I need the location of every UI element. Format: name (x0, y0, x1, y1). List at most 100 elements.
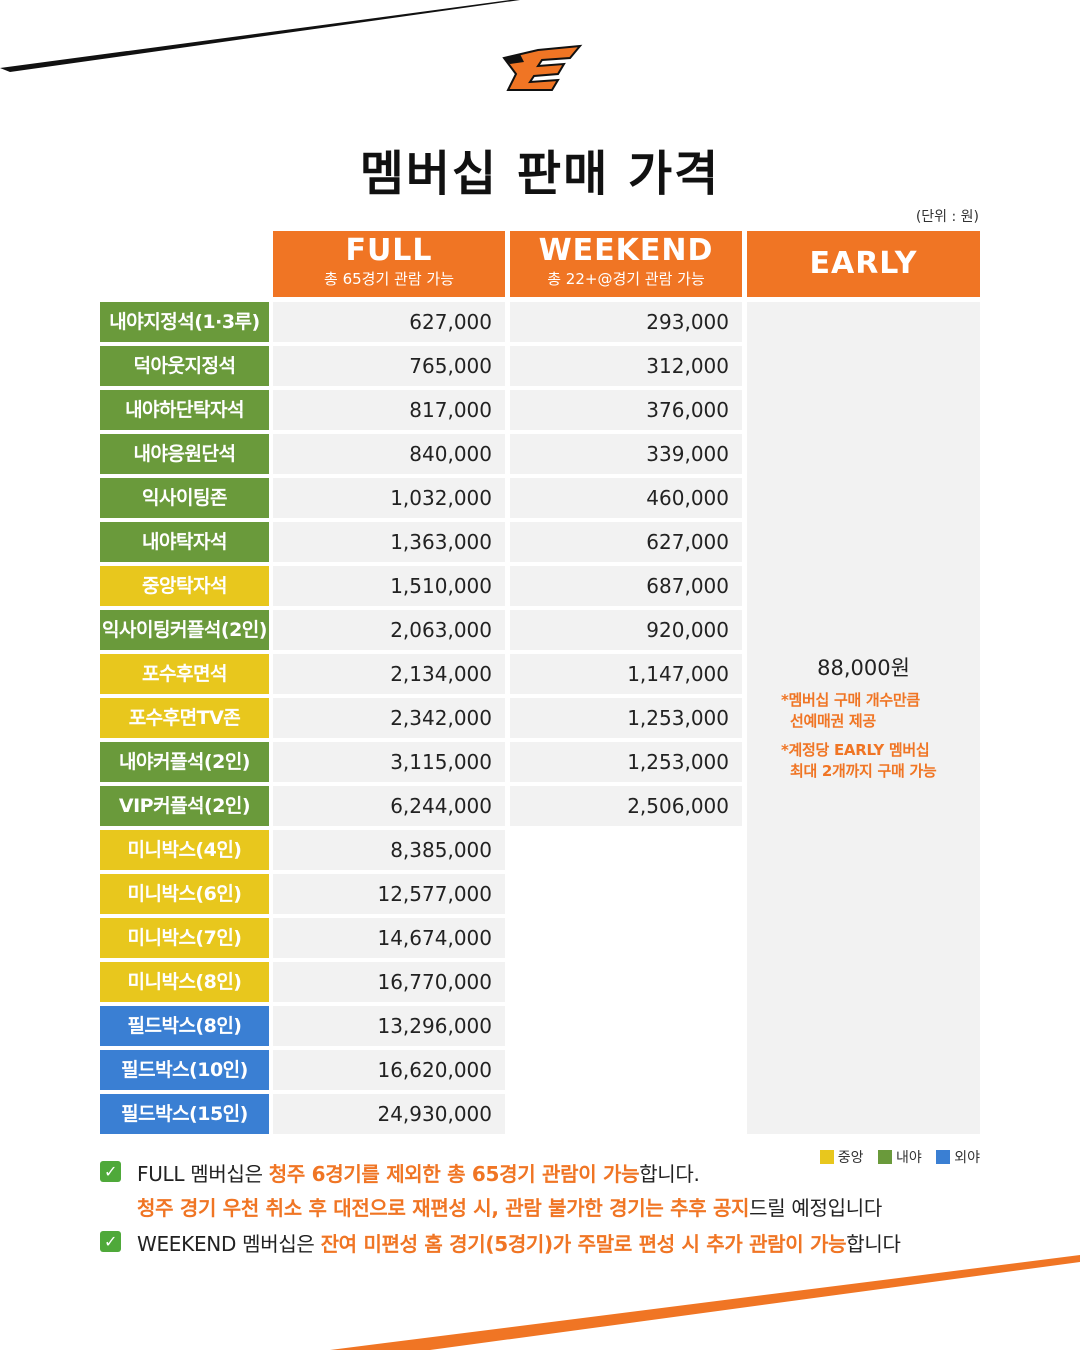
table-row: 내야지정석(1·3루) 627,000 293,000 (100, 302, 980, 342)
seat-label: 미니박스(8인) (100, 962, 269, 1002)
header-early: EARLY (747, 231, 980, 297)
note-full-highlight: 청주 6경기를 제외한 총 65경기 관람이 가능 (268, 1162, 640, 1186)
full-price: 8,385,000 (273, 830, 505, 870)
eagle-e-logo (502, 44, 583, 91)
table-row: VIP커플석(2인) 6,244,000 2,506,000 (100, 786, 980, 826)
note-full-sub-highlight: 청주 경기 우천 취소 후 대전으로 재편성 시, 관람 불가한 경기는 추후 … (137, 1196, 750, 1220)
weekend-price: 376,000 (510, 390, 742, 430)
full-price: 2,342,000 (273, 698, 505, 738)
full-price: 840,000 (273, 434, 505, 474)
weekend-price: 1,253,000 (510, 742, 742, 782)
note-weekend-highlight: 잔여 미편성 홈 경기(5경기)가 주말로 편성 시 추가 관람이 가능 (320, 1232, 847, 1256)
seat-label: VIP커플석(2인) (100, 786, 269, 826)
early-price: 88,000원 (817, 656, 910, 680)
price-table: 내야지정석(1·3루) 627,000 293,000 덕아웃지정석 765,000 31… (100, 302, 980, 1138)
weekend-price: 460,000 (510, 478, 742, 518)
header-weekend-name: WEEKEND (538, 233, 714, 268)
table-row: 내야커플석(2인) 3,115,000 1,253,000 (100, 742, 980, 782)
seat-label: 필드박스(10인) (100, 1050, 269, 1090)
table-row: 필드박스(15인) 24,930,000 (100, 1094, 980, 1134)
header-weekend-sub: 총 22+@경기 관람 가능 (547, 270, 705, 288)
header-full-name: FULL (345, 233, 433, 268)
legend-swatch-outfield (936, 1150, 951, 1164)
full-price: 2,063,000 (273, 610, 505, 650)
table-row: 미니박스(8인) 16,770,000 (100, 962, 980, 1002)
seat-label: 포수후면TV존 (100, 698, 269, 738)
early-note-2-line-1: *계정당 EARLY 멤버십 (781, 741, 930, 759)
full-price: 13,296,000 (273, 1006, 505, 1046)
full-price: 1,363,000 (273, 522, 505, 562)
seat-label: 내야응원단석 (100, 434, 269, 474)
note-full-sub: 청주 경기 우천 취소 후 대전으로 재편성 시, 관람 불가한 경기는 추후 … (137, 1192, 882, 1221)
table-row: 익사이팅존 1,032,000 460,000 (100, 478, 980, 518)
table-row: 내야탁자석 1,363,000 627,000 (100, 522, 980, 562)
early-note-2: *계정당 EARLY 멤버십 최대 2개까지 구매 가능 (781, 740, 971, 782)
table-row: 미니박스(7인) 14,674,000 (100, 918, 980, 958)
seat-label: 필드박스(15인) (100, 1094, 269, 1134)
legend-label-outfield: 외야 (954, 1150, 980, 1166)
weekend-price: 687,000 (510, 566, 742, 606)
seat-label: 미니박스(7인) (100, 918, 269, 958)
table-row: 미니박스(4인) 8,385,000 (100, 830, 980, 870)
note-weekend-text-c: 합니다 (846, 1232, 901, 1256)
note-weekend-text-a: WEEKEND 멤버십은 (137, 1232, 321, 1256)
legend-swatch-infield (878, 1150, 893, 1164)
seat-label: 익사이팅커플석(2인) (100, 610, 269, 650)
table-row: 덕아웃지정석 765,000 312,000 (100, 346, 980, 386)
header-weekend: WEEKEND 총 22+@경기 관람 가능 (510, 231, 742, 297)
page-title: 멤버십 판매 가격 (359, 146, 721, 202)
legend-label-center: 중앙 (837, 1150, 864, 1166)
early-note-1-line-1: *멤버십 구매 개수만큼 (781, 691, 920, 709)
check-icon: ✓ (100, 1161, 121, 1182)
weekend-price: 920,000 (510, 610, 742, 650)
header-early-name: EARLY (809, 246, 918, 281)
weekend-price: 2,506,000 (510, 786, 742, 826)
table-row: 중앙탁자석 1,510,000 687,000 (100, 566, 980, 606)
early-note-1-line-2: 선예매권 제공 (790, 712, 876, 730)
table-row: 내야하단탁자석 817,000 376,000 (100, 390, 980, 430)
full-price: 16,620,000 (273, 1050, 505, 1090)
full-price: 3,115,000 (273, 742, 505, 782)
legend-label-infield: 내야 (896, 1150, 922, 1166)
unit-label: (단위 : 원) (915, 209, 979, 225)
full-price: 1,510,000 (273, 566, 505, 606)
table-row: 포수후면석 2,134,000 1,147,000 (100, 654, 980, 694)
seat-label: 포수후면석 (100, 654, 269, 694)
seat-label: 중앙탁자석 (100, 566, 269, 606)
full-price: 2,134,000 (273, 654, 505, 694)
table-row: 미니박스(6인) 12,577,000 (100, 874, 980, 914)
seat-label: 필드박스(8인) (100, 1006, 269, 1046)
zone-legend: 중앙 내야 외야 (810, 1147, 980, 1167)
bottom-orange-stripe (330, 1255, 1080, 1350)
full-price: 6,244,000 (273, 786, 505, 826)
early-note-1: *멤버십 구매 개수만큼 선예매권 제공 (781, 690, 971, 732)
full-price: 24,930,000 (273, 1094, 505, 1134)
full-price: 12,577,000 (273, 874, 505, 914)
seat-label: 익사이팅존 (100, 478, 269, 518)
seat-label: 내야지정석(1·3루) (100, 302, 269, 342)
note-full-text-a: FULL 멤버십은 (137, 1162, 269, 1186)
weekend-price: 339,000 (510, 434, 742, 474)
seat-label: 미니박스(6인) (100, 874, 269, 914)
note-full-text-c: 합니다. (639, 1162, 700, 1186)
early-column: 88,000원 *멤버십 구매 개수만큼 선예매권 제공 *계정당 EARLY … (747, 302, 980, 1134)
full-price: 817,000 (273, 390, 505, 430)
seat-label: 내야커플석(2인) (100, 742, 269, 782)
weekend-price: 312,000 (510, 346, 742, 386)
table-row: 익사이팅커플석(2인) 2,063,000 920,000 (100, 610, 980, 650)
header-full: FULL 총 65경기 관람 가능 (273, 231, 505, 297)
full-price: 765,000 (273, 346, 505, 386)
header-full-sub: 총 65경기 관람 가능 (324, 270, 454, 288)
seat-label: 내야탁자석 (100, 522, 269, 562)
early-note-2-line-2: 최대 2개까지 구매 가능 (790, 762, 937, 780)
seat-label: 미니박스(4인) (100, 830, 269, 870)
full-price: 14,674,000 (273, 918, 505, 958)
full-price: 16,770,000 (273, 962, 505, 1002)
seat-label: 내야하단탁자석 (100, 390, 269, 430)
seat-label: 덕아웃지정석 (100, 346, 269, 386)
weekend-price: 1,147,000 (510, 654, 742, 694)
table-row: 필드박스(8인) 13,296,000 (100, 1006, 980, 1046)
table-row: 포수후면TV존 2,342,000 1,253,000 (100, 698, 980, 738)
legend-swatch-center (819, 1150, 834, 1164)
